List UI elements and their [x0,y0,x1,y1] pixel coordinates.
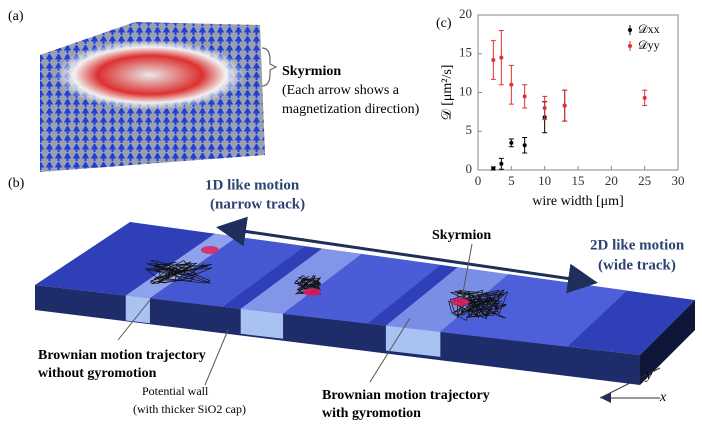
x-tick-label: 15 [572,173,585,188]
label: (narrow track) [210,196,305,212]
x-tick-label: 0 [475,173,482,188]
x-tick-label: 30 [672,173,685,188]
label: Skyrmion [432,228,491,243]
y-tick-label: 10 [459,83,472,98]
label: without gyromotion [38,366,157,381]
y-tick-label: 20 [459,6,472,21]
axis-label: x [659,390,667,405]
data-point [643,96,647,100]
label: Potential wall [142,384,209,398]
skyrmion-illustration [40,22,276,172]
legend-swatch [628,44,632,48]
y-axis-label: 𝒟 [μm²/s] [440,65,455,121]
panel-label: (a) [8,9,24,24]
legend-label: 𝒟xx [638,22,660,36]
label: 1D like motion [205,177,300,193]
data-point [491,166,495,170]
label: Brownian motion trajectory [322,388,490,403]
legend-swatch [628,28,632,32]
x-tick-label: 5 [508,173,515,188]
wall-front [126,296,150,324]
data-point [509,83,513,87]
panel-a-title: Skyrmion [282,64,341,79]
y-tick-label: 0 [466,161,473,176]
label: 2D like motion [590,237,685,253]
data-point [499,56,503,60]
caption: magnetization direction) [282,102,420,117]
x-axis-label: wire width [μm] [532,194,624,209]
data-point [509,141,513,145]
label: (with thicker SiO2 cap) [133,402,246,416]
axis-label: y [644,368,653,383]
leader-line [205,330,228,385]
figure: (a) Skyrmion (Each arrow shows a magneti… [0,0,702,428]
skyrmion-dot [201,246,219,254]
data-point [543,106,547,110]
wall-front [241,309,283,339]
chart: 0 5 10 15 20 25 30 0 5 10 15 20 wire width [μm] 𝒟 [μm… [440,6,684,209]
label: with gyromotion [322,406,421,421]
data-point [499,162,503,166]
data-point [523,143,527,147]
data-point [563,104,567,108]
caption: (Each arrow shows a [282,83,400,98]
y-tick-label: 15 [459,45,472,60]
panel-label: (b) [8,176,25,191]
x-tick-label: 10 [538,173,551,188]
label: (wide track) [598,257,676,273]
data-point [491,58,495,62]
label: Brownian motion trajectory [38,348,206,363]
panel-label: (c) [436,16,452,31]
y-tick-label: 5 [466,122,473,137]
skyrmion-dot [303,288,321,296]
legend-label: 𝒟yy [638,38,660,52]
skyrmion-dot [451,298,469,306]
data-point [523,94,527,98]
x-tick-label: 20 [605,173,618,188]
x-tick-label: 25 [638,173,651,188]
